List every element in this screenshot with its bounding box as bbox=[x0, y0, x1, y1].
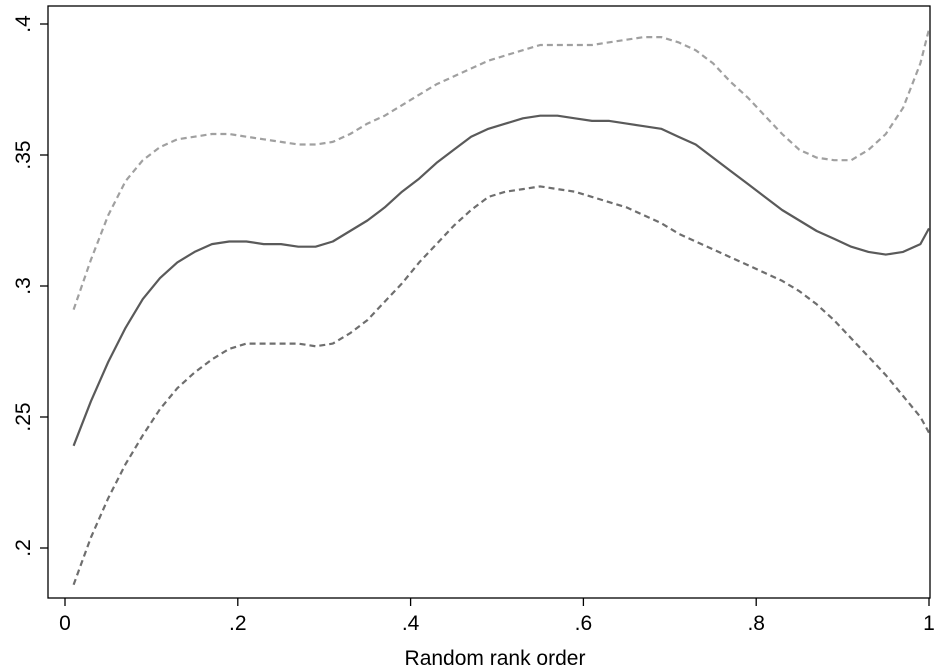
x-tick-label: 1 bbox=[923, 612, 934, 635]
plot-frame bbox=[47, 5, 931, 599]
y-tick-label: .35 bbox=[12, 140, 35, 169]
y-tick-label: .4 bbox=[12, 15, 35, 33]
x-tick-label: .2 bbox=[229, 612, 247, 635]
y-tick-label: .3 bbox=[12, 277, 35, 295]
x-axis: 0 .2 .4 .6 .8 1 bbox=[59, 598, 934, 635]
y-axis: .2 .25 .3 .35 .4 bbox=[12, 15, 48, 557]
x-tick-label: .8 bbox=[747, 612, 765, 635]
x-tick-label: .4 bbox=[402, 612, 420, 635]
x-tick-label: 0 bbox=[59, 612, 71, 635]
series-layer bbox=[72, 28, 931, 586]
x-tick-label: .6 bbox=[575, 612, 593, 635]
y-tick-label: .2 bbox=[12, 539, 35, 557]
x-axis-title: Random rank order bbox=[405, 647, 586, 670]
series-line-lower bbox=[72, 185, 930, 586]
series-line-upper bbox=[72, 28, 931, 310]
y-tick-label: .25 bbox=[12, 402, 35, 431]
series-line-estimate bbox=[72, 114, 930, 447]
